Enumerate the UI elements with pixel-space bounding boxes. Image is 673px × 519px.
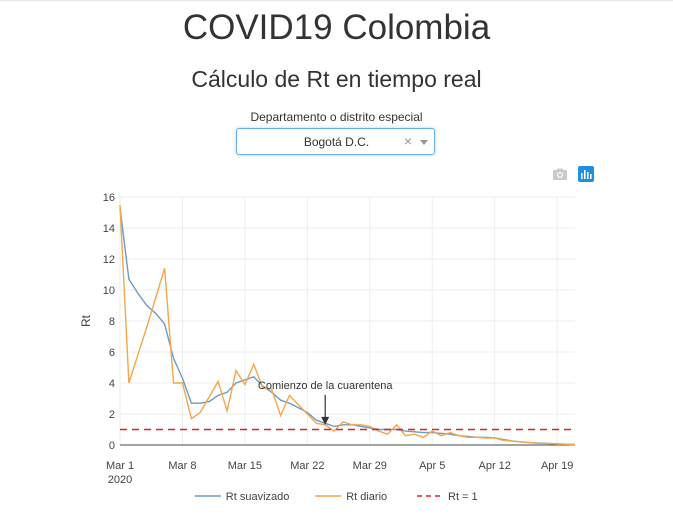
y-tick-label: 2 [109, 409, 115, 421]
top-divider [0, 0, 673, 1]
x-tick-label: Apr 19 [541, 460, 573, 472]
x-tick-label: Apr 12 [478, 460, 510, 472]
series-line-1 [119, 207, 576, 446]
department-select-label: Departamento o distrito especial [250, 110, 423, 124]
y-tick-label: 16 [103, 192, 115, 204]
series-line-2 [119, 204, 576, 446]
clear-icon[interactable]: × [403, 133, 412, 149]
camera-icon[interactable] [552, 166, 568, 182]
y-tick-label: 14 [103, 223, 115, 235]
department-select-value: Bogotá D.C. [303, 135, 370, 149]
y-axis-label: Rt [79, 314, 93, 327]
y-tick-label: 8 [109, 316, 115, 328]
chevron-down-icon[interactable] [420, 140, 428, 145]
x-tick-sublabel: 2020 [108, 474, 132, 486]
y-tick-label: 0 [109, 440, 115, 452]
y-tick-label: 4 [109, 378, 115, 390]
y-tick-label: 10 [103, 285, 115, 297]
page-title: COVID19 Colombia [182, 8, 491, 47]
rt-chart: 0 2 4 6 8 10 12 14 16 Mar 1 2020 Mar 8 Mar 15 Mar 22 M… [79, 192, 576, 503]
x-tick-label: Mar 8 [168, 460, 196, 472]
legend-item-label: Rt suavizado [226, 491, 290, 503]
y-tick-label: 6 [109, 347, 115, 359]
legend-item-label: Rt diario [346, 491, 387, 503]
x-tick-label: Apr 5 [419, 460, 445, 472]
x-tick-label: Mar 29 [353, 460, 387, 472]
annotation-text: Comienzo de la cuarentena [258, 380, 393, 392]
page-subtitle: Cálculo de Rt en tiempo real [191, 66, 482, 92]
plotly-logo-icon[interactable] [578, 166, 594, 182]
legend-item-label: Rt = 1 [448, 491, 478, 503]
x-tick-label: Mar 22 [290, 460, 324, 472]
annotation-arrow-head [321, 416, 330, 425]
department-select[interactable]: Bogotá D.C. × [236, 128, 435, 155]
y-tick-label: 12 [103, 254, 115, 266]
x-tick-label: Mar 1 [106, 460, 134, 472]
x-tick-label: Mar 15 [228, 460, 262, 472]
